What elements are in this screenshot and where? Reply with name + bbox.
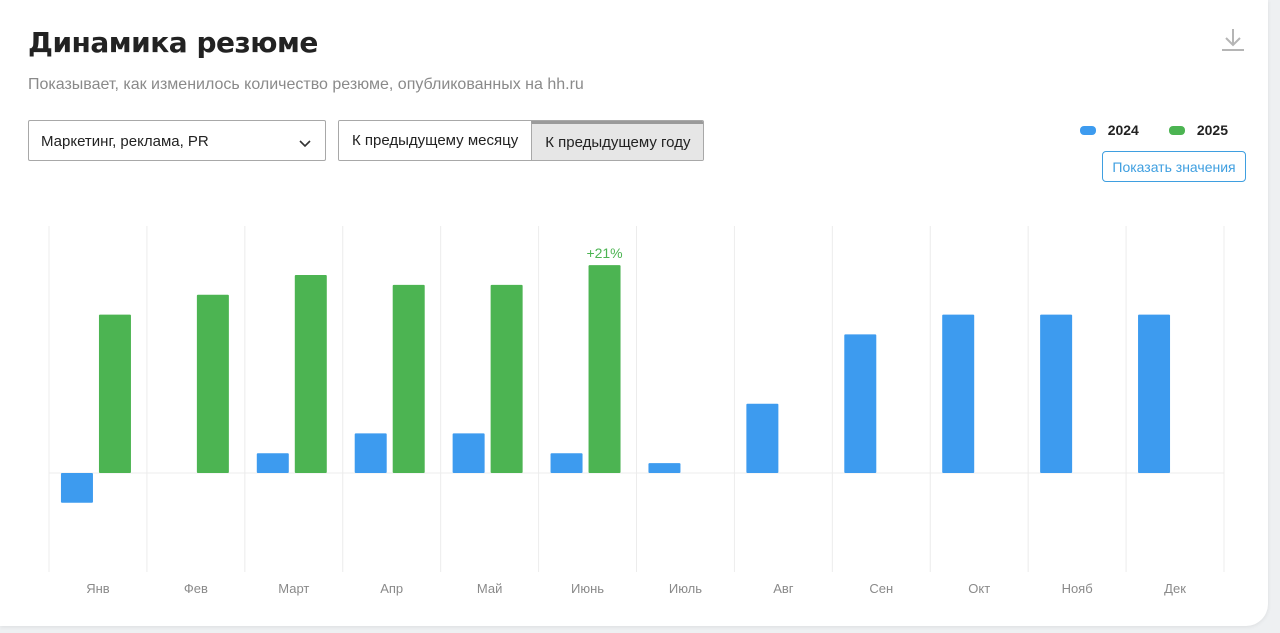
bar-2024-11 xyxy=(1138,314,1171,473)
x-tick-label: Июль xyxy=(669,581,702,596)
bar-annotation: +21% xyxy=(586,245,622,261)
toggle-prev-month[interactable]: К предыдущему месяцу xyxy=(339,121,532,160)
legend-item-2024: 2024 xyxy=(1079,122,1139,138)
x-tick-label: Апр xyxy=(380,581,403,596)
bar-2024-5 xyxy=(550,453,583,473)
bar-2024-10 xyxy=(1040,314,1073,473)
chart-legend: 2024 2025 xyxy=(1050,122,1228,138)
bar-2024-2 xyxy=(256,453,289,473)
legend-swatch-2025 xyxy=(1168,125,1185,135)
comparison-toggle: К предыдущему месяцу К предыдущему году xyxy=(338,120,705,161)
chart-card: Динамика резюме Показывает, как изменило… xyxy=(0,0,1268,626)
bar-2025-4 xyxy=(490,284,523,473)
x-tick-label: Март xyxy=(278,581,309,596)
show-values-button[interactable]: Показать значения xyxy=(1102,151,1246,182)
toggle-prev-year[interactable]: К предыдущему году xyxy=(531,121,704,160)
x-tick-label: Нояб xyxy=(1062,581,1093,596)
x-tick-label: Янв xyxy=(86,581,110,596)
x-tick-label: Сен xyxy=(869,581,893,596)
legend-label-2024: 2024 xyxy=(1107,122,1139,138)
bar-2025-2 xyxy=(294,275,327,473)
bar-2024-9 xyxy=(942,314,975,473)
bar-2025-5 xyxy=(588,265,621,473)
bar-2024-4 xyxy=(452,433,485,473)
bar-2024-0 xyxy=(60,473,93,503)
x-tick-label: Дек xyxy=(1164,581,1186,596)
bar-chart: Янв Фев Март Апр Май Июнь Июль Авг Сен Окт Нояб Дек… xyxy=(48,226,1225,596)
bar-2024-3 xyxy=(354,433,387,473)
category-select-value: Маркетинг, реклама, PR xyxy=(41,133,209,150)
bar-2025-0 xyxy=(98,314,131,473)
bar-2025-1 xyxy=(196,294,229,473)
x-tick-label: Май xyxy=(477,581,502,596)
download-icon[interactable] xyxy=(1219,26,1247,54)
page-title: Динамика резюме xyxy=(28,26,318,59)
legend-label-2025: 2025 xyxy=(1196,122,1228,138)
legend-swatch-2024 xyxy=(1079,125,1096,135)
bar-2024-8 xyxy=(844,334,877,473)
x-tick-label: Июнь xyxy=(571,581,604,596)
x-tick-label: Окт xyxy=(968,581,990,596)
bar-2025-3 xyxy=(392,284,425,473)
x-tick-label: Фев xyxy=(184,581,208,596)
bar-2024-7 xyxy=(746,403,779,473)
chevron-down-icon xyxy=(299,136,311,148)
bar-2024-6 xyxy=(648,463,681,473)
x-tick-label: Авг xyxy=(773,581,794,596)
page-subtitle: Показывает, как изменилось количество ре… xyxy=(28,76,584,93)
legend-item-2025: 2025 xyxy=(1168,122,1228,138)
category-select[interactable]: Маркетинг, реклама, PR xyxy=(28,120,326,161)
